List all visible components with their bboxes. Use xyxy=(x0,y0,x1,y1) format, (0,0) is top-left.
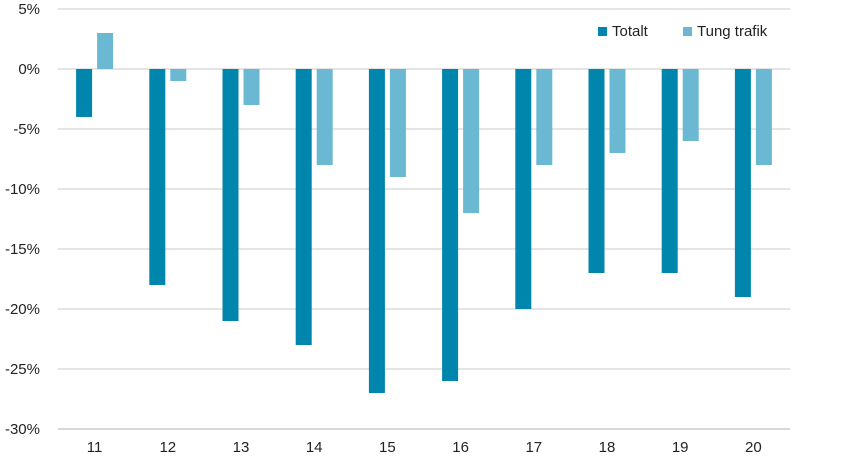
bars xyxy=(76,33,772,393)
bar-tung-trafik-19 xyxy=(682,69,699,141)
x-tick-label: 17 xyxy=(525,439,542,456)
bar-tung-trafik-13 xyxy=(243,69,260,105)
x-tick-label: 13 xyxy=(233,439,250,456)
y-tick-label: -20% xyxy=(5,301,40,318)
bar-tung-trafik-14 xyxy=(316,69,333,165)
legend-label: Tung trafik xyxy=(697,23,768,40)
bar-totalt-18 xyxy=(588,69,605,273)
bar-tung-trafik-15 xyxy=(389,69,406,177)
x-tick-label: 14 xyxy=(306,439,323,456)
x-axis: 11 12 13 14 15 16 17 18 19 20 xyxy=(58,428,790,456)
x-tick-label: 19 xyxy=(672,439,689,456)
bar-totalt-19 xyxy=(661,69,678,273)
y-axis: 5% 0% -5% -10% -15% -20% -25% -30% xyxy=(5,1,40,438)
y-tick-label: 0% xyxy=(18,61,40,78)
legend: Totalt Tung trafik xyxy=(598,23,768,40)
bar-totalt-11 xyxy=(76,69,93,117)
y-tick-label: -10% xyxy=(5,181,40,198)
y-tick-label: -15% xyxy=(5,241,40,258)
x-tick-label: 18 xyxy=(599,439,616,456)
x-tick-label: 16 xyxy=(452,439,469,456)
x-tick-label: 11 xyxy=(87,439,103,456)
legend-swatch xyxy=(598,27,607,36)
x-tick-label: 12 xyxy=(159,439,176,456)
bar-totalt-13 xyxy=(222,69,239,321)
legend-label: Totalt xyxy=(612,23,649,40)
bar-tung-trafik-12 xyxy=(170,69,187,81)
bar-tung-trafik-20 xyxy=(755,69,772,165)
gridlines xyxy=(58,8,790,430)
bar-totalt-15 xyxy=(368,69,385,393)
bar-tung-trafik-18 xyxy=(609,69,626,153)
y-tick-label: -30% xyxy=(5,421,40,438)
bar-tung-trafik-16 xyxy=(463,69,480,213)
bar-totalt-14 xyxy=(295,69,312,345)
bar-totalt-12 xyxy=(149,69,166,285)
y-tick-label: -5% xyxy=(13,121,40,138)
bar-totalt-17 xyxy=(515,69,532,309)
x-tick-label: 20 xyxy=(745,439,762,456)
legend-swatch xyxy=(683,27,692,36)
y-tick-label: 5% xyxy=(18,1,40,18)
bar-totalt-20 xyxy=(734,69,751,297)
bar-totalt-16 xyxy=(442,69,459,381)
y-tick-label: -25% xyxy=(5,361,40,378)
bar-tung-trafik-17 xyxy=(536,69,553,165)
bar-tung-trafik-11 xyxy=(97,33,114,69)
x-tick-label: 15 xyxy=(379,439,396,456)
